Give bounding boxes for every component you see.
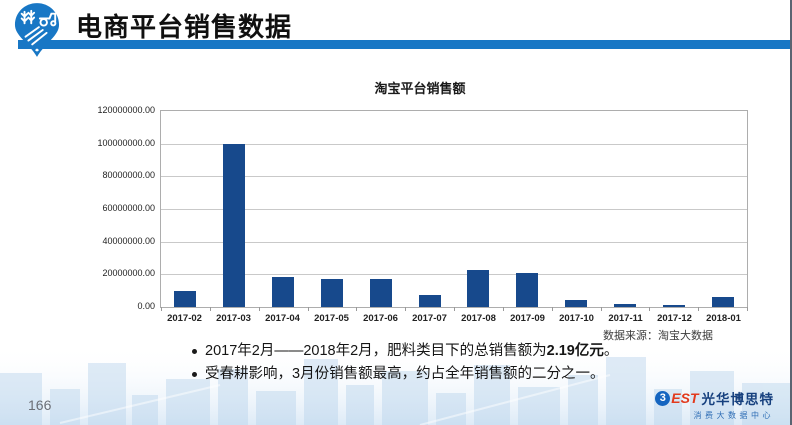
gridline (161, 241, 747, 243)
list-item: 受春耕影响，3月份销售额最高，约占全年销售额的二分之一。 (192, 365, 662, 383)
key-findings-list: 2017年2月——2018年2月，肥料类目下的总销售额为2.19亿元。 受春耕影… (192, 342, 662, 388)
y-tick-label: 80000000.00 (102, 170, 155, 181)
bar-slot (698, 111, 747, 307)
x-tick-label: 2017-05 (314, 313, 349, 324)
company-logo: 3 EST 光华博思特 消费大数据中心 (655, 388, 774, 421)
bar-2017-11 (613, 303, 636, 307)
chart-bars (161, 111, 747, 307)
bullet-text: 受春耕影响，3月份销售额最高，约占全年销售额的二分之一。 (205, 366, 605, 382)
x-tick-label: 2017-09 (510, 313, 545, 324)
x-tick-label: 2017-12 (657, 313, 692, 324)
x-axis-tick (551, 307, 553, 311)
bar-2017-08 (467, 270, 490, 307)
x-axis-tick (600, 307, 602, 311)
x-tick-label: 2018-01 (706, 313, 741, 324)
x-axis-tick (307, 307, 309, 311)
brand-subtitle: 消费大数据中心 (693, 411, 774, 420)
x-tick-label: 2017-11 (608, 313, 643, 324)
x-tick-label: 2017-04 (265, 313, 300, 324)
x-axis-tick (405, 307, 407, 311)
chart-title: 淘宝平台销售额 (374, 81, 466, 96)
bar-2017-10 (565, 299, 588, 307)
bar-2017-07 (418, 295, 441, 307)
bar-2017-04 (272, 276, 295, 307)
y-tick-label: 20000000.00 (102, 268, 155, 279)
brand-name-text: 光华博思特 (701, 392, 774, 407)
header-accent-bar (18, 40, 790, 49)
bullet-icon (192, 372, 197, 377)
bar-2018-01 (711, 296, 734, 307)
x-axis-tick (502, 307, 504, 311)
x-tick-label: 2017-06 (363, 313, 398, 324)
bar-slot (405, 111, 454, 307)
x-tick-label: 2017-02 (167, 313, 202, 324)
bar-slot (649, 111, 698, 307)
bar-slot (259, 111, 308, 307)
y-tick-label: 40000000.00 (102, 235, 155, 246)
chart-x-axis-labels: 2017-02 2017-03 2017-04 2017-05 2017-06 2017-… (160, 313, 748, 324)
x-tick-label: 2017-10 (559, 313, 594, 324)
x-axis-tick (747, 307, 748, 311)
y-tick-label: 0.00 (137, 301, 155, 311)
bar-slot (161, 111, 210, 307)
gridline (161, 143, 747, 145)
x-tick-label: 2017-07 (412, 313, 447, 324)
y-tick-label: 60000000.00 (102, 203, 155, 213)
gridline (161, 274, 747, 276)
bar-slot (552, 111, 601, 307)
x-axis-tick (649, 307, 651, 311)
x-axis-tick (258, 307, 260, 311)
y-tick-label: 120000000.00 (97, 105, 155, 115)
best-logo-icon: 3 (655, 390, 671, 406)
x-tick-label: 2017-08 (461, 313, 496, 324)
x-axis-tick (454, 307, 455, 311)
bar-slot (600, 111, 649, 307)
x-axis-tick (209, 307, 211, 311)
city-skyline-decoration (0, 345, 790, 425)
brand-est-text: EST (671, 390, 699, 406)
list-item: 2017年2月——2018年2月，肥料类目下的总销售额为2.19亿元。 (192, 342, 662, 360)
bar-slot (454, 111, 503, 307)
bullet-text: 2017年2月——2018年2月，肥料类目下的总销售额为2.19亿元。 (205, 343, 619, 359)
bullet-icon (192, 349, 197, 354)
chart-y-axis-labels: 120000000.00 100000000.00 80000000.00 60000… (55, 105, 155, 311)
y-tick-label: 100000000.00 (97, 137, 155, 148)
gridline (161, 209, 747, 210)
bar-slot (503, 111, 552, 307)
bar-2017-09 (516, 273, 539, 307)
data-source-note: 数据来源：淘宝大数据 (603, 330, 713, 342)
gridline (161, 176, 747, 178)
bar-2017-03 (223, 143, 246, 307)
x-axis-tick (698, 307, 700, 311)
bar-slot (210, 111, 259, 307)
agriculture-logo-icon (14, 3, 60, 57)
bar-slot (356, 111, 405, 307)
page-title: 电商平台销售数据 (76, 12, 293, 42)
x-axis-tick (161, 307, 162, 311)
x-axis-tick (356, 307, 358, 311)
bar-2017-06 (369, 279, 392, 307)
bar-2017-02 (174, 290, 197, 307)
chart-plot-area (160, 110, 748, 311)
bar-2017-12 (662, 305, 685, 307)
x-tick-label: 2017-03 (216, 313, 251, 324)
page-number: 166 (28, 397, 52, 413)
bar-slot (307, 111, 356, 307)
bar-2017-05 (320, 278, 343, 307)
